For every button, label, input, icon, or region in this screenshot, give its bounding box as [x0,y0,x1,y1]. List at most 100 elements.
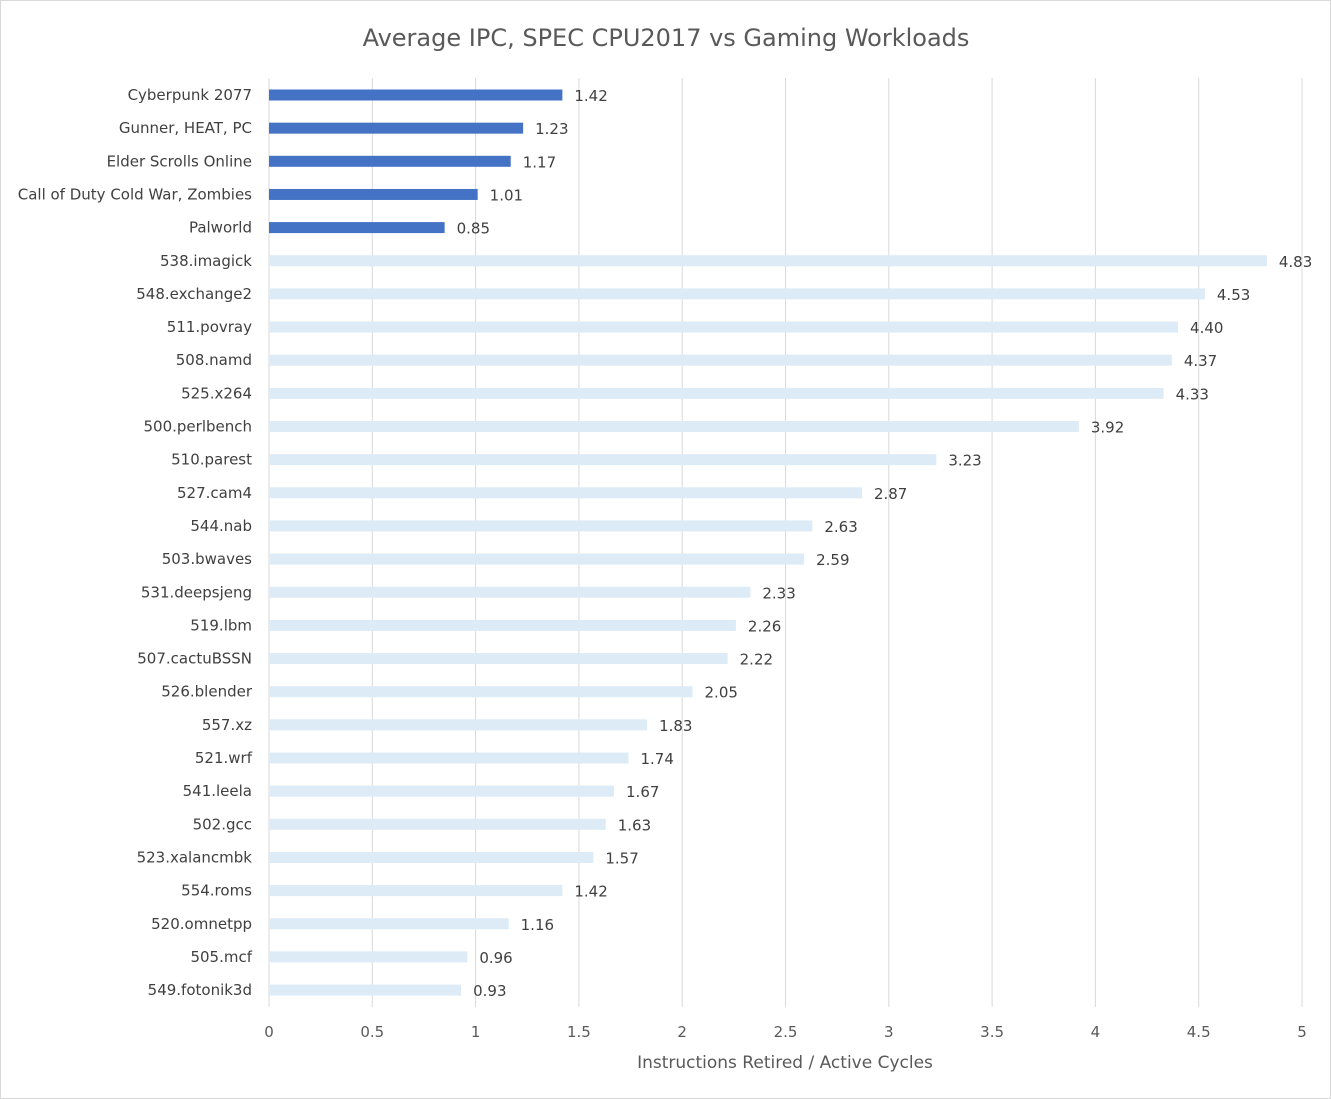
category-label: 549.fotonik3d [148,981,252,999]
x-axis-tick-labels: 0 0.5 1 1.5 2 2.5 3 3.5 4 4.5 5 [264,1023,1307,1041]
category-label: 557.xz [202,716,252,734]
x-tick-label: 0.5 [360,1023,384,1041]
value-label: 2.87 [874,485,907,503]
value-label: 1.42 [574,883,607,901]
value-label: 0.85 [457,220,490,238]
spec-bar [269,354,1172,366]
value-label: 1.74 [640,750,673,768]
category-label: 525.x264 [181,384,252,402]
value-label: 1.42 [574,87,607,105]
category-label: 511.povray [167,318,252,336]
value-label: 2.59 [816,551,849,569]
value-label: 2.22 [740,651,773,669]
category-label: 531.deepsjeng [141,583,252,601]
category-label: Gunner, HEAT, PC [119,119,252,137]
bars [269,89,1267,996]
category-label: Palworld [189,219,252,237]
value-label: 1.63 [618,816,651,834]
category-labels: Cyberpunk 2077 Gunner, HEAT, PC Elder Scro… [18,86,253,999]
spec-bar [269,785,615,797]
x-tick-label: 3 [884,1023,894,1041]
gaming-bar [269,122,524,134]
value-label: 1.23 [535,120,568,138]
category-label: 519.lbm [190,616,252,634]
gaming-bar [269,188,478,200]
spec-bar [269,851,594,863]
category-label: 548.exchange2 [136,285,252,303]
value-label: 1.01 [490,186,523,204]
x-tick-label: 2.5 [774,1023,798,1041]
gridlines [268,78,1303,1007]
spec-bar [269,255,1267,267]
spec-bar [269,951,468,963]
category-label: 526.blender [161,683,253,701]
x-tick-label: 0 [264,1023,274,1041]
spec-bar [269,818,606,830]
category-label: 541.leela [183,782,252,800]
spec-bar [269,520,813,532]
gaming-bar [269,222,445,234]
value-label: 2.05 [705,684,738,702]
value-label: 4.40 [1190,319,1223,337]
spec-bar [269,321,1179,333]
spec-bar [269,918,509,930]
category-label: 505.mcf [190,948,252,966]
value-label: 2.33 [762,584,795,602]
gaming-bar [269,89,563,101]
x-axis-title: Instructions Retired / Active Cycles [637,1053,933,1073]
spec-bar [269,984,462,996]
value-label: 1.16 [521,916,554,934]
value-label: 3.92 [1091,419,1124,437]
x-tick-label: 1.5 [567,1023,591,1041]
value-label: 1.83 [659,717,692,735]
category-label: 500.perlbench [144,418,253,436]
value-label: 1.57 [605,849,638,867]
x-tick-label: 4.5 [1187,1023,1211,1041]
value-label: 2.63 [824,518,857,536]
value-label: 1.17 [523,153,556,171]
value-label: 4.83 [1279,253,1312,271]
category-label: 544.nab [190,517,252,535]
value-label: 0.93 [473,982,506,1000]
chart-title: Average IPC, SPEC CPU2017 vs Gaming Work… [363,24,970,52]
value-label: 1.67 [626,783,659,801]
category-label: 508.namd [176,351,252,369]
category-label: 520.omnetpp [151,915,252,933]
value-label: 4.33 [1176,385,1209,403]
spec-bar [269,686,693,698]
value-label: 4.37 [1184,352,1217,370]
x-tick-label: 1 [471,1023,481,1041]
spec-bar [269,719,648,731]
category-label: 503.bwaves [162,550,252,568]
spec-bar [269,653,728,665]
x-tick-label: 4 [1091,1023,1101,1041]
spec-bar [269,619,736,631]
spec-bar [269,586,751,598]
category-label: 523.xalancmbk [137,848,253,866]
spec-bar [269,752,629,764]
value-label: 0.96 [479,949,512,967]
spec-bar [269,885,563,897]
x-tick-label: 5 [1297,1023,1307,1041]
category-label: Elder Scrolls Online [107,152,252,170]
category-label: Cyberpunk 2077 [128,86,252,104]
value-label: 4.53 [1217,286,1250,304]
x-tick-label: 2 [677,1023,687,1041]
category-label: Call of Duty Cold War, Zombies [18,185,252,203]
category-label: 521.wrf [195,749,253,767]
spec-bar [269,421,1079,432]
category-label: 527.cam4 [177,484,252,502]
spec-bar [269,454,937,466]
spec-bar [269,487,862,499]
spec-bar [269,553,805,565]
category-label: 554.roms [181,882,252,900]
category-label: 510.parest [171,451,252,469]
gaming-bar [269,155,511,167]
category-label: 502.gcc [193,815,252,833]
x-tick-label: 3.5 [980,1023,1004,1041]
spec-bar [269,288,1205,300]
value-labels: 1.42 1.23 1.171.010.85 4.83 4.53 4.40 4.37 4.33… [457,87,1313,1000]
value-label: 3.23 [948,452,981,470]
